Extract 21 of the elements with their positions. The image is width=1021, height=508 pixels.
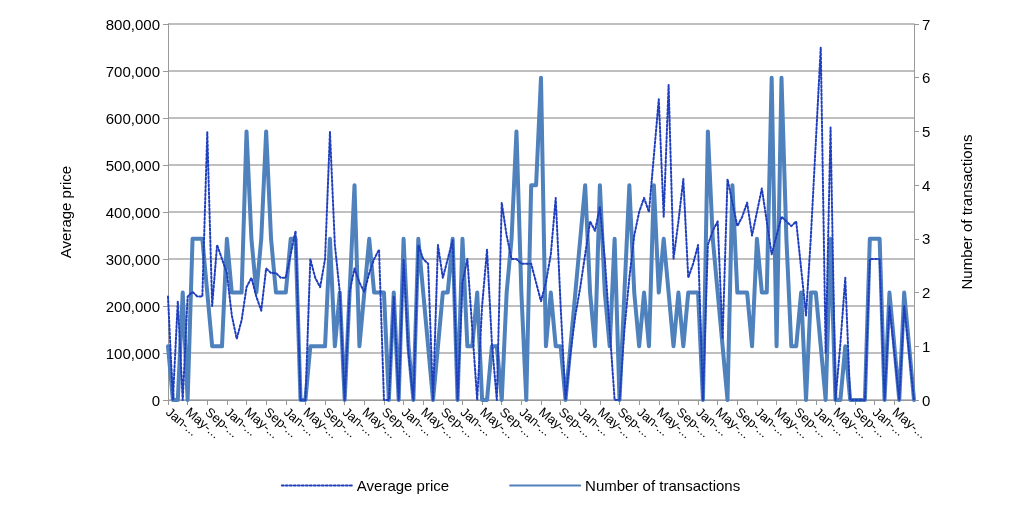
y-tick-label: 400,000 [105, 203, 160, 221]
y-tick-label: 700,000 [105, 62, 160, 80]
y-tick-label: 500,000 [105, 156, 160, 174]
y-tick-label: 300,000 [105, 250, 160, 268]
y-axis-title: Average price [57, 165, 74, 259]
y-tick-label: 800,000 [105, 15, 160, 33]
legend-label: Average price [356, 477, 450, 494]
y2-tick-label: 5 [922, 122, 931, 140]
y2-tick-label: 4 [922, 176, 931, 194]
y2-tick-label: 2 [922, 284, 931, 302]
y2-tick-label: 0 [922, 391, 931, 409]
y2-tick-label: 6 [922, 69, 931, 87]
y-tick-label: 200,000 [105, 297, 160, 315]
y-tick-label: 100,000 [105, 344, 160, 362]
y2-axis-title: Number of transactions [958, 134, 975, 290]
y-tick-label: 600,000 [105, 109, 160, 127]
legend-label: Number of transactions [585, 477, 741, 494]
y2-tick-label: 3 [922, 230, 931, 248]
y2-tick-label: 1 [922, 337, 931, 355]
y-tick-label: 0 [151, 391, 160, 409]
y2-tick-label: 7 [922, 15, 931, 33]
